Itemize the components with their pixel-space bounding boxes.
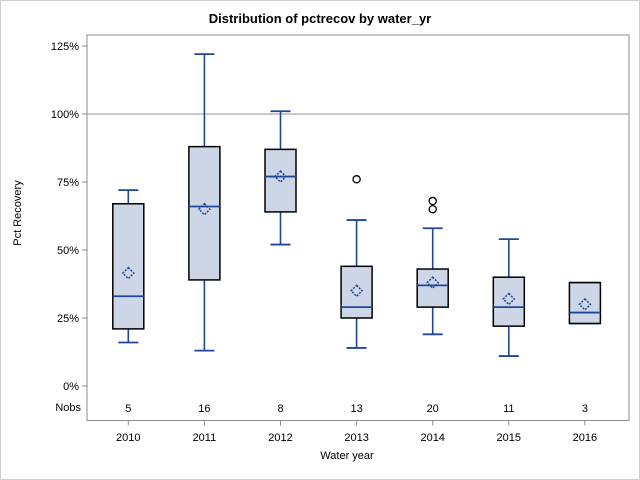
nobs-row-label: Nobs: [55, 402, 81, 414]
nobs-value: 20: [427, 403, 439, 415]
x-tick-label: 2014: [420, 432, 444, 444]
iqr-box: [492, 276, 526, 327]
nobs-value: 11: [503, 403, 514, 415]
iqr-box: [112, 203, 145, 330]
mean-marker: [578, 297, 592, 311]
y-tick-label: 25%: [57, 313, 79, 325]
y-tick-label: 125%: [51, 41, 79, 53]
y-tick-label: 100%: [51, 109, 79, 121]
iqr-box: [340, 265, 373, 319]
nobs-value: 13: [350, 403, 362, 415]
nobs-value: 3: [582, 403, 588, 415]
iqr-box: [188, 145, 221, 281]
outlier-marker: [428, 196, 437, 206]
mean-marker: [121, 266, 135, 280]
plot-frame: [86, 34, 630, 421]
x-tick-label: 2010: [116, 432, 140, 444]
iqr-box: [416, 268, 449, 308]
mean-marker: [273, 169, 288, 184]
mean-marker: [197, 202, 211, 216]
x-axis-title: Water year: [320, 450, 374, 462]
y-tick-label: 0%: [63, 381, 79, 393]
x-tick-label: 2015: [497, 432, 521, 444]
y-tick-label: 50%: [57, 245, 79, 257]
iqr-box: [568, 281, 602, 325]
outlier-marker: [428, 204, 437, 214]
nobs-value: 8: [277, 403, 283, 415]
x-tick-label: 2013: [344, 432, 368, 444]
x-tick-label: 2016: [573, 432, 597, 444]
y-tick-label: 75%: [57, 177, 79, 189]
x-tick-label: 2011: [193, 432, 217, 444]
outlier-marker: [352, 175, 361, 184]
chart-title: Distribution of pctrecov by water_yr: [208, 11, 432, 26]
x-tick-label: 2012: [268, 432, 292, 444]
mean-marker: [502, 292, 516, 306]
mean-marker: [350, 284, 364, 298]
mean-marker: [426, 276, 440, 290]
nobs-value: 5: [125, 403, 131, 415]
nobs-value: 16: [198, 403, 210, 415]
iqr-box: [264, 148, 297, 213]
